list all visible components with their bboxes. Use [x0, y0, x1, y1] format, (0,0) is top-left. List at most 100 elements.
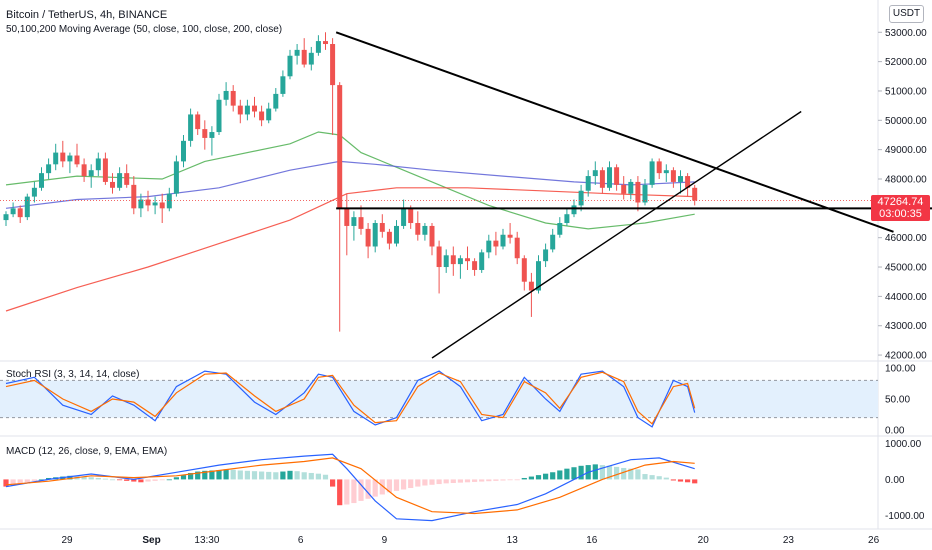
- trendlines[interactable]: [335, 31, 932, 359]
- macd-histogram-bar: [95, 477, 101, 480]
- candle-body: [550, 234, 556, 250]
- macd-histogram-bar: [195, 471, 201, 480]
- price-axis[interactable]: 42000.00 43000.00 44000.00 45000.00 46000.00…: [878, 28, 927, 522]
- macd-histogram-bar: [614, 466, 620, 480]
- macd-histogram-bar: [670, 479, 676, 481]
- candle-body: [166, 193, 172, 209]
- candle-body: [500, 234, 506, 247]
- candles[interactable]: [0, 32, 878, 332]
- macd-histogram-bar: [592, 464, 598, 480]
- macd-histogram-bar: [635, 469, 641, 480]
- candle-body: [46, 164, 52, 174]
- macd-histogram-bar: [10, 479, 16, 486]
- price-tick-label: 48000.00: [885, 175, 927, 186]
- macd-histogram: [3, 464, 698, 506]
- stoch-rsi-lines: [5, 370, 696, 428]
- macd-histogram-bar: [649, 475, 655, 480]
- macd-histogram-bar: [266, 471, 272, 480]
- macd-histogram-bar: [131, 479, 137, 482]
- time-tick-label: 20: [698, 535, 710, 546]
- candle-body: [216, 99, 222, 133]
- macd-histogram-bar: [379, 479, 385, 495]
- ma-line-ma100: [5, 160, 695, 209]
- macd-histogram-bar: [138, 479, 144, 483]
- macd-histogram-bar: [330, 479, 336, 487]
- candle-body: [628, 181, 634, 194]
- time-tick-label: 13: [507, 535, 519, 546]
- macd-histogram-bar: [223, 469, 229, 480]
- candle-body: [145, 199, 151, 206]
- macd-histogram-bar: [209, 470, 215, 480]
- price-tick-label: 51000.00: [885, 86, 927, 97]
- candle-body: [81, 164, 87, 177]
- candle-body: [223, 90, 229, 100]
- candle-body: [649, 161, 655, 185]
- macd-histogram-bar: [31, 479, 37, 481]
- candle-body: [429, 225, 435, 247]
- macd-histogram-bar: [677, 479, 684, 482]
- candle-body: [252, 105, 257, 112]
- candle-body: [209, 132, 215, 138]
- candle-body: [259, 111, 265, 121]
- candle-body: [457, 258, 463, 265]
- candle-body: [330, 44, 336, 86]
- macd-histogram-bar: [578, 465, 584, 480]
- price-tick-label: 45000.00: [885, 263, 927, 274]
- macd-histogram-bar: [663, 477, 669, 480]
- candle-body: [344, 208, 350, 226]
- candle-body: [110, 181, 115, 188]
- candle-body: [237, 105, 243, 115]
- candle-body: [536, 261, 541, 291]
- candle-body: [528, 281, 534, 291]
- grid: [0, 0, 932, 530]
- macd-histogram-bar: [180, 475, 187, 480]
- macd-histogram-bar: [337, 479, 343, 506]
- candle-body: [607, 167, 612, 188]
- macd-histogram-bar: [486, 479, 492, 482]
- candle-body: [394, 225, 399, 244]
- macd-histogram-bar: [436, 479, 442, 485]
- macd-histogram-bar: [301, 472, 307, 480]
- rsi-band: [0, 379, 878, 419]
- last-price-value: 47264.74: [877, 196, 924, 208]
- macd-histogram-bar: [308, 472, 314, 480]
- candle-body: [244, 105, 250, 115]
- candle-body: [663, 170, 669, 174]
- macd-histogram-bar: [393, 479, 400, 491]
- candle-body: [351, 217, 357, 226]
- macd-histogram-bar: [656, 476, 662, 480]
- macd-histogram-bar: [344, 479, 350, 505]
- macd-histogram-bar: [67, 475, 73, 480]
- candle-body: [635, 181, 641, 203]
- candle-body: [543, 249, 549, 262]
- candle-body: [67, 155, 73, 162]
- macd-histogram-bar: [429, 479, 435, 485]
- macd-histogram-bar: [408, 479, 414, 489]
- candle-body: [422, 225, 428, 235]
- time-tick-label: 6: [298, 535, 304, 546]
- candle-body: [415, 223, 421, 235]
- macd-histogram-bar: [351, 479, 357, 504]
- candle-body: [308, 52, 314, 65]
- macd-histogram-bar: [287, 470, 293, 480]
- candle-body: [131, 184, 137, 209]
- time-axis[interactable]: 29 Sep 13:30 6 9 13 16 20 23 26: [61, 535, 879, 546]
- candle-body: [117, 173, 123, 188]
- macd-histogram-bar: [464, 479, 471, 483]
- macd-histogram-bar: [386, 479, 392, 493]
- macd-histogram-bar: [273, 472, 279, 480]
- macd-histogram-bar: [230, 469, 236, 480]
- macd-histogram-bar: [24, 479, 30, 483]
- trendline: [335, 31, 894, 233]
- price-tick-label: 46000.00: [885, 233, 927, 244]
- macd-histogram-bar: [521, 477, 527, 480]
- candle-body: [74, 155, 80, 165]
- macd-histogram-bar: [493, 479, 499, 481]
- time-tick-label: 9: [382, 535, 388, 546]
- macd-histogram-bar: [457, 479, 463, 483]
- currency-badge[interactable]: USDT: [889, 5, 924, 23]
- candle-body: [386, 231, 392, 244]
- moving-average-legend: 50,100,200 Moving Average (50, close, 10…: [6, 24, 283, 35]
- symbol-title: Bitcoin / TetherUS, 4h, BINANCE: [6, 9, 168, 21]
